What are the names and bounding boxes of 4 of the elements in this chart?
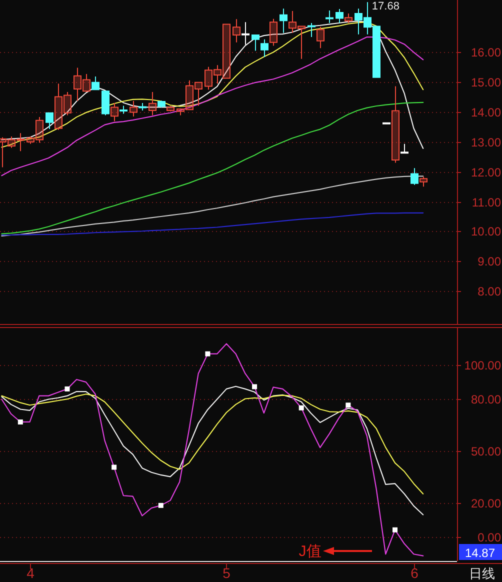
annotation: 日线 [469, 566, 495, 581]
annotation: 17.68 [372, 0, 400, 12]
annotation: 14.87 [459, 544, 502, 560]
annotation: J值 [298, 543, 322, 560]
